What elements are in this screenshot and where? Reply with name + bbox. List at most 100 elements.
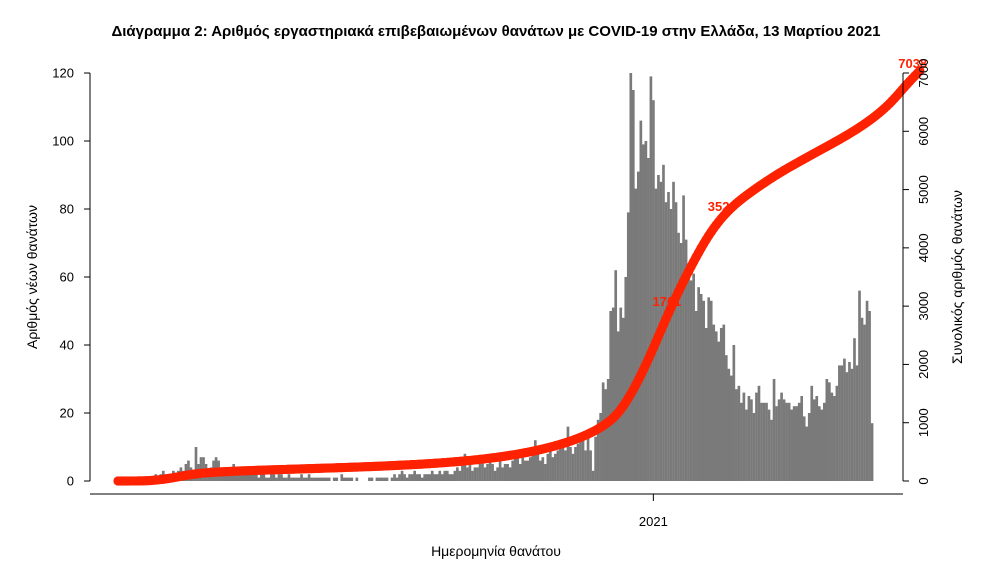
bar: [380, 477, 384, 481]
bar: [227, 474, 230, 481]
bar: [254, 474, 258, 481]
bar: [428, 474, 432, 481]
bar: [797, 402, 801, 481]
bar: [765, 402, 768, 481]
bar: [247, 474, 251, 481]
bar: [777, 399, 781, 481]
bar: [440, 474, 444, 481]
bar: [342, 477, 346, 481]
bar: [415, 474, 419, 481]
bar: [327, 477, 331, 481]
cumulative-annotation: 3523: [708, 199, 737, 214]
bar: [679, 243, 683, 481]
bar: [523, 460, 527, 481]
y2-tick-label: 6000: [916, 117, 931, 146]
bar: [463, 453, 467, 481]
bar: [677, 232, 680, 481]
bar: [488, 460, 492, 481]
bar: [244, 470, 248, 481]
bar: [471, 470, 474, 481]
bar: [375, 477, 379, 481]
bar: [453, 470, 457, 481]
bar: [458, 470, 462, 481]
bar: [863, 324, 866, 481]
y2-tick-label: 7000: [916, 59, 931, 88]
bar: [755, 392, 758, 481]
y2-tick-label: 2000: [916, 350, 931, 379]
cumulative-annotations: 7038 3523 1761: [652, 56, 927, 309]
bar: [787, 402, 791, 481]
bar: [410, 474, 414, 481]
bar: [792, 406, 796, 481]
bar: [596, 419, 600, 481]
bar: [709, 300, 713, 481]
y-tick-label: 40: [60, 338, 74, 353]
bar: [332, 477, 336, 481]
y-tick-label: 80: [60, 202, 74, 217]
bar: [546, 453, 550, 481]
bar: [476, 467, 479, 481]
bar: [285, 477, 288, 481]
bar: [830, 392, 834, 481]
bar: [619, 307, 623, 481]
bar: [252, 474, 256, 481]
bar: [368, 477, 371, 481]
bar: [591, 470, 595, 481]
chart-title: Διάγραμμα 2: Αριθμός εργαστηριακά επιβεβ…: [111, 23, 880, 40]
bar: [503, 464, 507, 481]
bar: [551, 457, 555, 481]
bar: [614, 270, 618, 481]
bar: [325, 477, 329, 481]
bar: [810, 385, 814, 481]
bar: [674, 202, 678, 481]
bar: [521, 453, 525, 481]
bar: [664, 202, 668, 481]
bar: [576, 443, 580, 481]
bar: [745, 409, 748, 481]
bar: [260, 474, 263, 481]
bar: [554, 453, 557, 481]
bar: [486, 464, 489, 481]
bar: [732, 345, 736, 481]
bar: [730, 375, 733, 481]
bar: [445, 470, 449, 481]
cumulative-point: [915, 66, 925, 76]
bar: [265, 477, 268, 481]
bar: [506, 464, 509, 481]
bar: [586, 433, 590, 481]
bar: [518, 464, 522, 481]
new-deaths-bars: [144, 73, 874, 482]
bar: [740, 402, 743, 481]
bar: [850, 368, 854, 481]
bar: [817, 406, 821, 481]
bar: [717, 341, 721, 481]
bar: [737, 385, 741, 481]
cumulative-annotation: 1761: [652, 294, 681, 309]
bar: [526, 460, 530, 481]
bar: [385, 477, 389, 481]
right-y-axis: 0 1000 2000 3000 4000 5000 6000 7000: [902, 59, 931, 485]
bar: [672, 181, 675, 482]
bar: [300, 474, 303, 481]
bar: [800, 396, 804, 481]
bar: [493, 470, 497, 481]
bar: [689, 280, 693, 481]
y2-tick-label: 1000: [916, 408, 931, 437]
bar: [498, 460, 502, 481]
bar: [702, 300, 706, 481]
bar: [461, 464, 464, 481]
cumulative-annotation: 7038: [898, 56, 927, 71]
bar: [310, 477, 313, 481]
bar: [601, 382, 605, 481]
bar: [516, 457, 520, 481]
bar: [858, 290, 861, 481]
bar: [420, 477, 424, 481]
bar: [584, 450, 587, 481]
bar: [320, 477, 323, 481]
bar: [496, 467, 499, 481]
bar: [541, 457, 545, 481]
bar: [569, 447, 572, 481]
bar: [581, 433, 585, 481]
bar: [403, 474, 406, 481]
